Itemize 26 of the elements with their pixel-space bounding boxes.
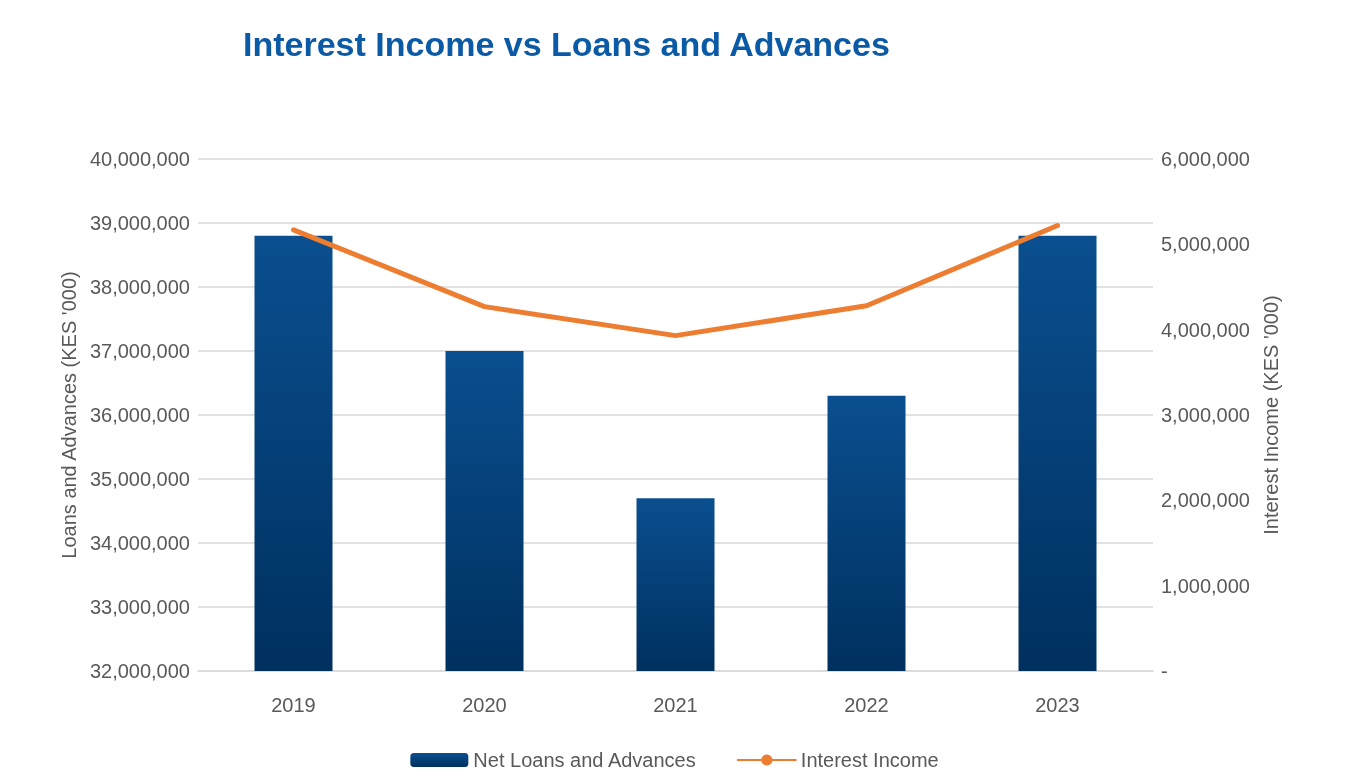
- y2-tick-label: 5,000,000: [1161, 233, 1250, 256]
- y-tick-label: 34,000,000: [89, 532, 190, 554]
- y-tick-label: 35,000,000: [89, 468, 190, 490]
- y2-tick-label: 4,000,000: [1161, 318, 1250, 341]
- y-tick-label: 39,000,000: [89, 212, 190, 234]
- legend-label: Net Loans and Advances: [473, 749, 696, 771]
- x-tick-label: 2021: [653, 694, 698, 716]
- y-tick-label: 32,000,000: [89, 660, 190, 682]
- y2-axis-title: Interest Income (KES '000): [1259, 295, 1282, 535]
- x-tick-label: 2019: [271, 694, 316, 716]
- y2-tick-label: 3,000,000: [1161, 404, 1250, 426]
- y-tick-label: 38,000,000: [89, 276, 190, 298]
- legend-label: Interest Income: [800, 749, 939, 771]
- y2-tick-label: 1,000,000: [1161, 574, 1250, 597]
- y-axis-title: Loans and Advances (KES '000): [58, 271, 80, 559]
- y2-tick-label: -: [1161, 660, 1168, 682]
- x-tick-label: 2022: [844, 694, 889, 716]
- x-tick-label: 2020: [462, 694, 507, 716]
- y2-tick-label: 6,000,000: [1161, 148, 1250, 170]
- x-tick-label: 2023: [1035, 694, 1080, 716]
- y-tick-label: 40,000,000: [89, 148, 190, 170]
- chart-title: Interest Income vs Loans and Advances: [243, 25, 890, 63]
- y-tick-label: 37,000,000: [89, 340, 190, 362]
- y-tick-label: 36,000,000: [89, 404, 190, 426]
- y-tick-label: 33,000,000: [89, 596, 190, 618]
- y2-tick-label: 2,000,000: [1161, 489, 1250, 512]
